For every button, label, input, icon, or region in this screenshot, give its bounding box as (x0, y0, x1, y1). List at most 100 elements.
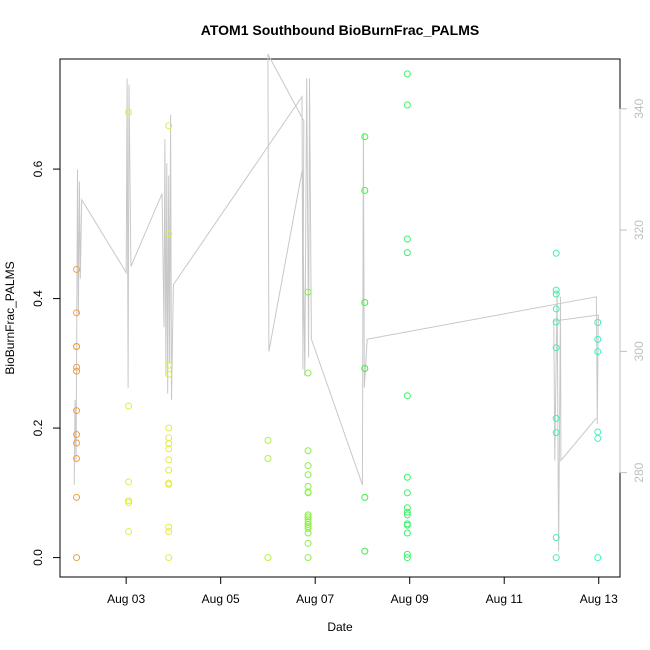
data-point (304, 513, 312, 521)
data-point (125, 499, 133, 507)
data-point (403, 70, 411, 78)
data-point (403, 101, 411, 109)
y-axis-label: BioBurnFrac_PALMS (3, 261, 17, 374)
data-point (304, 369, 312, 377)
data-point (165, 528, 173, 536)
data-point (304, 471, 312, 479)
data-point (403, 235, 411, 243)
y2-tick-label: 300 (632, 341, 646, 361)
data-point (552, 305, 560, 313)
data-point (165, 122, 173, 130)
x-axis: Aug 03 Aug 05 Aug 07 Aug 09 Aug 11 Aug 13 (107, 576, 618, 606)
data-point (304, 511, 312, 519)
y-axis-left: 0.0 0.2 0.4 0.6 (31, 160, 61, 566)
data-point (361, 186, 369, 194)
data-point (165, 445, 173, 453)
data-point (165, 466, 173, 474)
data-point (73, 363, 81, 371)
data-point (552, 534, 560, 542)
data-point (403, 489, 411, 497)
x-tick-label: Aug 13 (580, 592, 618, 606)
data-point (403, 508, 411, 516)
data-point (403, 504, 411, 512)
data-point (73, 493, 81, 501)
data-point (594, 434, 602, 442)
data-point (165, 361, 173, 369)
data-point (165, 230, 173, 238)
data-point (165, 480, 173, 488)
data-point (403, 521, 411, 529)
data-point (73, 455, 81, 463)
data-point (361, 365, 369, 373)
data-point (125, 478, 133, 486)
y2-tick-label: 340 (632, 98, 646, 118)
plot-frame (59, 58, 621, 578)
data-point (403, 249, 411, 257)
data-point (304, 288, 312, 296)
data-point (165, 434, 173, 442)
data-point (304, 529, 312, 537)
chart-title: ATOM1 Southbound BioBurnFrac_PALMS (201, 22, 479, 38)
data-point (165, 370, 173, 378)
data-point (125, 108, 133, 116)
data-point (73, 431, 81, 439)
data-points-layer (73, 70, 602, 562)
data-point (304, 489, 312, 497)
data-point (304, 539, 312, 547)
data-point (73, 342, 81, 350)
data-point (125, 528, 133, 536)
x-tick-label: Aug 03 (107, 592, 145, 606)
data-point (403, 511, 411, 519)
x-tick-label: Aug 11 (486, 592, 523, 606)
x-tick-label: Aug 05 (202, 592, 240, 606)
data-point (165, 424, 173, 432)
data-point (403, 550, 411, 558)
data-point (403, 554, 411, 562)
data-point (552, 414, 560, 422)
data-point (125, 497, 133, 505)
data-point (594, 319, 602, 327)
ancillary-line-layer (73, 53, 599, 552)
data-point (304, 447, 312, 455)
data-point (403, 529, 411, 537)
data-point (403, 473, 411, 481)
y-axis-right: 280 300 320 340 (619, 98, 646, 483)
y-tick-label: 0.2 (31, 419, 45, 436)
data-point (304, 524, 312, 532)
ancillary-line (73, 53, 599, 552)
data-point (304, 521, 312, 529)
data-point (125, 402, 133, 410)
data-point (361, 298, 369, 306)
y-tick-label: 0.6 (31, 160, 45, 177)
data-point (165, 456, 173, 464)
x-tick-label: Aug 07 (296, 592, 334, 606)
y2-tick-label: 280 (632, 462, 646, 482)
data-point (73, 439, 81, 447)
data-point (264, 554, 272, 562)
data-point (361, 547, 369, 555)
data-point (165, 554, 173, 562)
data-point (264, 455, 272, 463)
data-point (73, 367, 81, 375)
data-point (264, 436, 272, 444)
data-point (552, 290, 560, 298)
x-tick-label: Aug 09 (391, 592, 429, 606)
data-point (552, 344, 560, 352)
data-point (552, 429, 560, 437)
data-point (73, 407, 81, 415)
data-point (73, 265, 81, 273)
data-point (552, 554, 560, 562)
y2-tick-label: 320 (632, 220, 646, 240)
x-axis-label: Date (327, 620, 353, 634)
data-point (304, 462, 312, 470)
data-point (594, 348, 602, 356)
data-point (165, 523, 173, 531)
data-point (552, 286, 560, 294)
data-point (594, 428, 602, 436)
data-point (304, 482, 312, 490)
data-point (552, 318, 560, 326)
data-point (594, 554, 602, 562)
y-tick-label: 0.4 (31, 290, 45, 307)
data-point (361, 493, 369, 501)
